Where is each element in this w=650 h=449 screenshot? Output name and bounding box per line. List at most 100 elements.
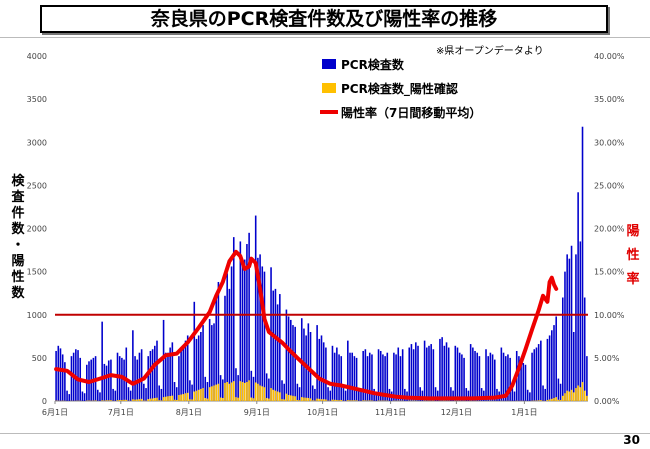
bar-tests bbox=[553, 325, 555, 401]
bar-tests bbox=[537, 344, 540, 401]
bar-tests bbox=[145, 388, 147, 401]
bar-tests bbox=[349, 352, 351, 401]
bar-tests bbox=[393, 352, 395, 401]
bar-tests bbox=[292, 325, 294, 401]
y-axis-left-title-char: 陽 bbox=[11, 253, 24, 269]
bar-tests bbox=[103, 363, 106, 401]
bar-positives bbox=[202, 388, 204, 401]
bar-tests bbox=[493, 359, 496, 401]
bar-positives bbox=[147, 399, 150, 401]
bar-positives bbox=[189, 399, 191, 401]
bar-tests bbox=[200, 332, 202, 401]
page-number: 30 bbox=[623, 433, 640, 447]
bar-tests bbox=[129, 390, 132, 401]
bar-tests bbox=[502, 352, 505, 401]
bar-tests bbox=[259, 254, 261, 401]
bar-tests bbox=[478, 356, 481, 401]
bar-positives bbox=[138, 399, 141, 401]
y2-tick-label: 0.00% bbox=[594, 397, 620, 406]
y-axis-left-title-char: 数 bbox=[11, 285, 25, 301]
bar-tests bbox=[184, 340, 187, 401]
bar-positives bbox=[307, 397, 310, 401]
bar-tests bbox=[529, 392, 531, 401]
bar-positives bbox=[239, 381, 242, 401]
bar-tests bbox=[377, 349, 380, 401]
bar-tests bbox=[83, 393, 86, 401]
bar-positives bbox=[232, 381, 235, 401]
bar-tests bbox=[419, 387, 421, 401]
bar-positives bbox=[303, 397, 305, 401]
bar-tests bbox=[160, 388, 163, 401]
y-axis-left-title-char: ・ bbox=[11, 238, 24, 253]
series-tests bbox=[55, 126, 588, 401]
x-axis: 6月1日 7月1日 8月1日 9月1日 10月1日 11月1日 12月1日 1月1日 bbox=[42, 401, 537, 417]
bar-tests bbox=[423, 340, 426, 401]
bar-positives bbox=[261, 386, 264, 401]
bar-positives bbox=[305, 397, 307, 401]
bar-tests bbox=[436, 390, 439, 401]
bar-tests bbox=[283, 383, 286, 401]
bar-tests bbox=[318, 338, 321, 401]
bar-tests bbox=[186, 335, 189, 401]
bar-tests bbox=[151, 349, 154, 401]
bar-positives bbox=[121, 400, 123, 401]
bar-tests bbox=[351, 352, 353, 401]
bar-positives bbox=[158, 400, 160, 401]
y-tick-label: 2000 bbox=[27, 225, 47, 234]
bar-positives bbox=[186, 392, 189, 401]
bar-tests bbox=[178, 356, 180, 401]
bar-positives bbox=[572, 392, 575, 401]
bar-positives bbox=[287, 394, 290, 401]
bar-tests bbox=[342, 388, 345, 401]
bar-tests bbox=[504, 356, 507, 401]
bar-positives bbox=[250, 397, 253, 401]
bar-tests bbox=[175, 387, 178, 401]
bar-tests bbox=[397, 347, 400, 401]
bar-tests bbox=[158, 385, 160, 401]
bar-positives bbox=[355, 400, 358, 401]
bar-tests bbox=[285, 309, 288, 401]
bar-positives bbox=[180, 394, 182, 401]
bar-tests bbox=[586, 356, 588, 401]
bar-positives bbox=[213, 385, 215, 401]
bar-tests bbox=[96, 389, 99, 401]
bar-tests bbox=[127, 387, 130, 401]
bar-tests bbox=[248, 232, 250, 401]
bar-tests bbox=[167, 352, 169, 401]
bar-tests bbox=[472, 347, 474, 401]
bar-tests bbox=[458, 352, 461, 401]
bar-tests bbox=[254, 215, 257, 401]
bar-tests bbox=[483, 390, 485, 401]
y-axis-right-title-char: 陽 bbox=[626, 223, 639, 239]
bar-tests bbox=[294, 326, 296, 401]
bar-tests bbox=[70, 356, 73, 401]
y-tick-label: 3000 bbox=[27, 138, 47, 147]
bar-positives bbox=[318, 398, 321, 401]
bar-positives bbox=[151, 398, 154, 401]
bar-positives bbox=[551, 398, 553, 401]
bar-tests bbox=[401, 349, 404, 401]
bar-tests bbox=[572, 332, 575, 401]
bar-tests bbox=[75, 349, 77, 401]
bar-positives bbox=[237, 397, 239, 401]
bar-tests bbox=[546, 338, 549, 401]
bar-positives bbox=[290, 395, 292, 401]
bar-positives bbox=[252, 398, 255, 401]
bar-tests bbox=[320, 335, 323, 401]
bar-positives bbox=[276, 391, 279, 401]
bar-positives bbox=[116, 400, 119, 401]
bar-tests bbox=[138, 352, 141, 401]
bar-tests bbox=[382, 354, 384, 401]
bar-positives bbox=[219, 397, 222, 401]
bar-tests bbox=[533, 349, 536, 401]
bar-positives bbox=[309, 398, 312, 401]
bar-tests bbox=[404, 388, 406, 401]
bar-positives bbox=[195, 390, 198, 401]
bar-tests bbox=[232, 237, 235, 401]
bar-tests bbox=[465, 388, 468, 401]
bar-positives bbox=[579, 387, 582, 401]
bar-tests bbox=[112, 388, 114, 401]
y-tick-label: 500 bbox=[32, 354, 47, 363]
legend-label-tests: PCR検査数 bbox=[341, 57, 405, 72]
bar-positives bbox=[206, 398, 209, 401]
